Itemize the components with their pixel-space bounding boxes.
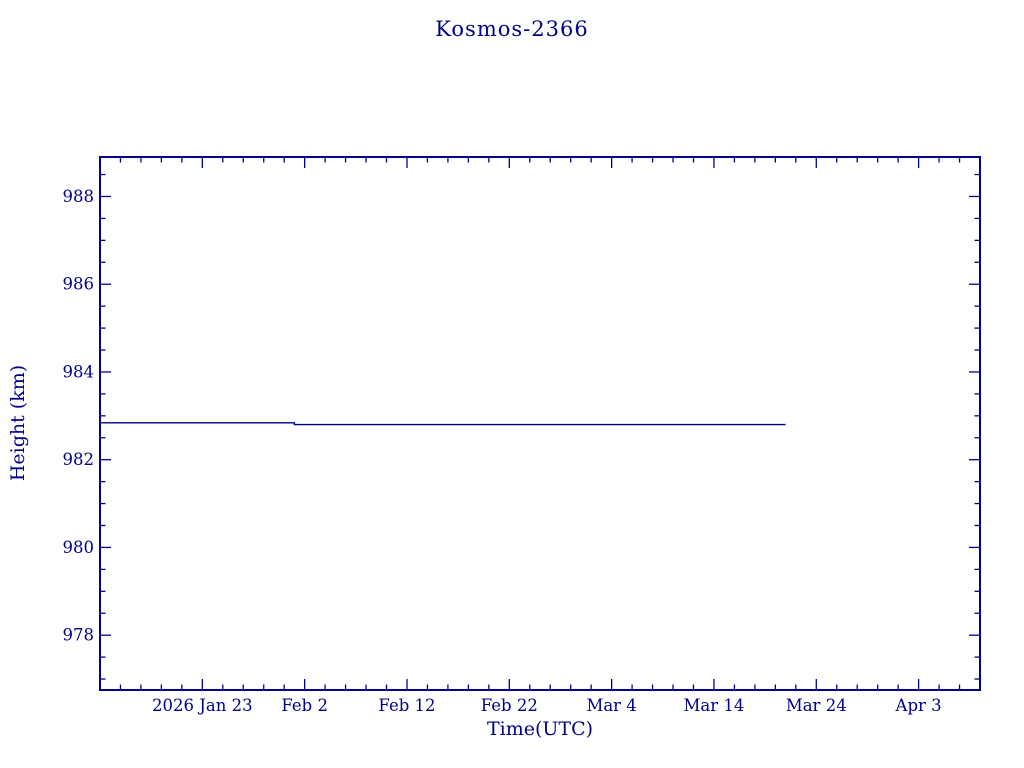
y-tick-label: 978: [63, 626, 95, 645]
x-tick-label: Mar 24: [786, 696, 847, 715]
chart-title: Kosmos-2366: [435, 17, 589, 41]
x-tick-label: Feb 12: [378, 696, 435, 715]
x-tick-label: Mar 14: [684, 696, 745, 715]
x-axis-label: Time(UTC): [486, 718, 594, 740]
y-tick-label: 982: [63, 450, 95, 469]
x-tick-label: Mar 4: [586, 696, 636, 715]
data-line-orbit-height: [100, 422, 786, 426]
x-tick-label: Apr 3: [895, 696, 942, 715]
x-tick-label: Feb 22: [481, 696, 538, 715]
x-tick-label: 2026 Jan 23: [152, 696, 253, 715]
y-tick-label: 986: [63, 275, 95, 294]
x-tick-label: Feb 2: [281, 696, 328, 715]
y-tick-label: 980: [63, 538, 95, 557]
y-tick-label: 984: [63, 362, 95, 381]
y-tick-label: 988: [63, 187, 95, 206]
